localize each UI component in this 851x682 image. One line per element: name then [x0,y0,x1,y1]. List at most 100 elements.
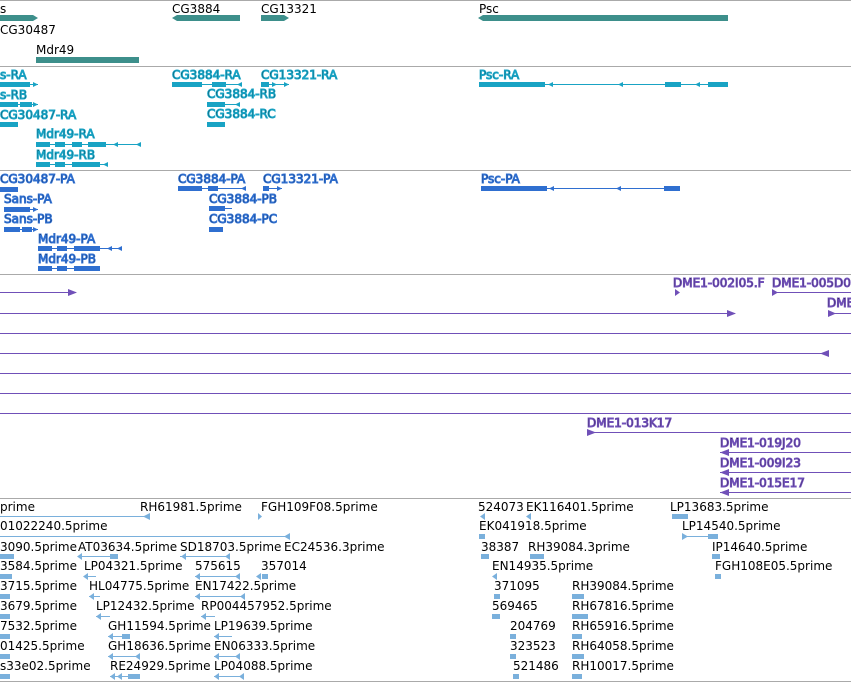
est-feature[interactable] [480,513,485,520]
est-label[interactable]: 01022240.5prime [0,519,107,533]
est-label[interactable]: 3679.5prime [0,599,77,613]
est-label[interactable]: s33e02.5prime [0,659,91,673]
protein-feature[interactable] [38,266,100,271]
transcript-feature[interactable] [0,102,38,107]
est-feature[interactable] [572,594,584,599]
clone-feature[interactable] [720,489,851,496]
est-feature[interactable] [0,533,290,540]
clone-label[interactable]: DME1-002I05.F [673,276,766,291]
protein-label[interactable]: CG3884-PB [209,192,278,207]
protein-feature[interactable] [0,187,18,192]
est-label[interactable]: 575615 [195,559,241,573]
est-feature[interactable] [110,673,140,680]
est-feature[interactable] [479,534,485,539]
est-feature[interactable] [492,573,497,580]
gene-label[interactable]: CG13321 [261,2,317,16]
gene-feature-s[interactable] [0,15,38,21]
est-feature[interactable] [572,674,582,679]
clone-feature[interactable] [0,289,77,296]
est-feature[interactable] [258,513,262,520]
protein-label[interactable]: Mdr49-PB [38,252,97,267]
gene-feature-cg13321[interactable] [261,15,289,21]
transcript-feature[interactable] [0,82,38,87]
est-feature[interactable] [572,634,582,639]
est-label[interactable]: IP14640.5prime [712,540,807,554]
est-feature[interactable] [672,514,688,519]
est-feature[interactable] [510,634,516,639]
transcript-feature[interactable] [36,162,108,167]
est-label[interactable]: 3584.5prime [0,559,77,573]
protein-feature[interactable] [209,227,223,232]
est-feature[interactable] [214,673,244,680]
est-label[interactable]: GH18636.5prime [108,639,211,653]
est-feature[interactable] [494,594,500,599]
clone-label[interactable]: DME [827,296,851,311]
clone-feature[interactable] [587,429,851,436]
est-label[interactable]: 357014 [261,559,307,573]
transcript-feature[interactable] [261,82,289,87]
est-label[interactable]: RP004457952.5prime [201,599,332,613]
est-label[interactable]: 569465 [492,599,538,613]
clone-feature[interactable] [0,310,736,317]
est-feature[interactable] [214,633,232,640]
transcript-label[interactable]: CG3884-RC [207,107,277,122]
clone-feature[interactable] [720,469,851,476]
clone-feature[interactable] [720,449,851,456]
protein-label[interactable]: Sans-PB [4,212,54,227]
protein-feature[interactable] [4,207,38,212]
clone-label[interactable]: DME1-013K17 [587,416,673,431]
est-label[interactable]: RH61981.5prime [140,500,242,514]
protein-label[interactable]: Sans-PA [4,192,54,207]
est-label[interactable]: 524073 [478,500,524,514]
est-feature[interactable] [96,613,110,620]
est-label[interactable]: SD18703.5prime [180,540,281,554]
est-label[interactable]: 521486 [513,659,559,673]
est-label[interactable]: LP12432.5prime [96,599,195,613]
clone-feature[interactable] [675,289,680,296]
est-feature[interactable] [492,614,500,619]
est-feature[interactable] [513,674,519,679]
est-feature[interactable] [0,674,10,679]
protein-feature[interactable] [481,186,680,191]
gene-label[interactable]: Psc [479,2,499,16]
est-label[interactable]: 01425.5prime [0,639,85,653]
est-feature[interactable] [195,573,240,580]
est-feature[interactable] [0,654,10,659]
est-label[interactable]: 38387 [481,540,519,554]
transcript-label[interactable]: CG3884-RB [207,87,277,102]
est-feature[interactable] [0,614,10,619]
est-feature[interactable] [201,613,215,620]
transcript-feature[interactable] [172,82,242,87]
est-feature[interactable] [572,614,588,619]
est-feature[interactable] [195,593,245,600]
est-feature[interactable] [77,553,118,560]
clone-label[interactable]: DME1-019J20 [720,436,802,451]
est-feature[interactable] [526,513,531,520]
gene-feature-mdr49[interactable] [36,57,139,63]
est-feature[interactable] [108,633,130,640]
est-label[interactable]: 204769 [510,619,556,633]
gene-label[interactable]: s [0,2,6,16]
est-feature[interactable] [256,573,268,580]
est-label[interactable]: LP14540.5prime [682,519,781,533]
est-feature[interactable] [180,553,230,560]
est-label[interactable]: RH67816.5prime [572,599,674,613]
est-label[interactable]: EK116401.5prime [526,500,634,514]
clone-label[interactable]: DME1-005D0 [772,276,851,291]
gene-label[interactable]: Mdr49 [36,43,74,57]
est-label[interactable]: RE24929.5prime [110,659,211,673]
transcript-feature[interactable] [0,122,18,127]
protein-feature[interactable] [263,186,282,191]
gene-label[interactable]: CG3884 [172,2,220,16]
est-feature[interactable] [530,554,544,559]
est-label[interactable]: GH11594.5prime [108,619,211,633]
protein-feature[interactable] [209,206,232,211]
est-feature[interactable] [83,573,96,580]
transcript-label[interactable]: CG3884-RA [172,68,242,83]
protein-label[interactable]: CG13321-PA [263,172,340,187]
est-label[interactable]: 323523 [510,639,556,653]
protein-feature[interactable] [178,186,246,191]
est-feature[interactable] [0,554,14,559]
protein-label[interactable]: CG3884-PC [209,212,278,227]
est-label[interactable]: HL04775.5prime [89,579,189,593]
